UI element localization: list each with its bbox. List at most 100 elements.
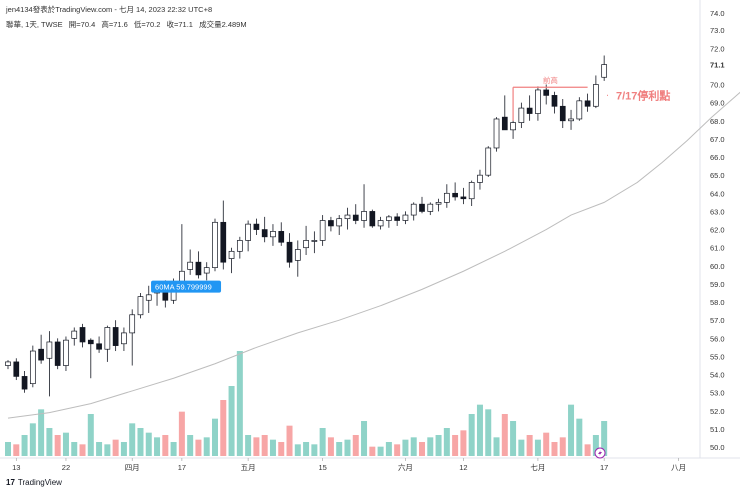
candle-body [510, 122, 516, 131]
volume-bar [319, 428, 326, 456]
volume-bar [162, 435, 169, 456]
y-tick-label: 65.0 [710, 171, 725, 180]
y-tick-label: 53.0 [710, 389, 725, 398]
candle-body [584, 100, 591, 107]
candle-body [452, 192, 458, 198]
y-tick-label: 74.0 [710, 9, 725, 18]
volume-bar [327, 437, 334, 456]
volume-bar [187, 435, 194, 456]
x-tick-label: 四月 [125, 463, 140, 472]
candle-body [435, 202, 442, 205]
candle-body [261, 229, 268, 238]
volume-bar [5, 442, 11, 456]
candle-body [195, 261, 202, 276]
candle-body [468, 182, 475, 200]
x-tick-label: 22 [62, 463, 70, 472]
volume-bar [178, 411, 185, 456]
volume-bar [13, 444, 20, 456]
candle-body [559, 105, 566, 122]
volume-bar [402, 439, 409, 456]
candle-body [535, 89, 541, 114]
candle-body [13, 361, 20, 377]
volume-bar [195, 439, 202, 456]
candle-body [104, 327, 111, 350]
candle-body [593, 84, 599, 107]
volume-bar [352, 435, 359, 456]
y-tick-label: 68.0 [710, 117, 725, 126]
candle-body [145, 294, 152, 301]
ma-line [7, 91, 740, 419]
y-tick-label: 54.0 [710, 371, 725, 380]
volume-bar [510, 421, 517, 456]
prior-high-label: 前高 [543, 75, 558, 85]
volume-bar [493, 437, 500, 456]
volume-bar [29, 423, 36, 456]
volume-bar [245, 435, 252, 456]
volume-bar [584, 444, 591, 456]
x-tick-label: 六月 [398, 462, 413, 472]
volume-bar [361, 421, 368, 456]
candle-body [402, 214, 409, 221]
y-tick-label: 58.0 [710, 298, 725, 307]
candle-body [386, 216, 392, 221]
candle-body [394, 216, 401, 221]
volume-bar [485, 409, 492, 456]
y-tick-label: 70.0 [710, 81, 725, 90]
lightning-glyph [598, 450, 603, 456]
candle-body [485, 147, 492, 176]
volume-bar [87, 414, 94, 456]
candle-body [344, 214, 351, 220]
x-tick-label: 五月 [241, 463, 256, 472]
volume-bar [559, 437, 566, 456]
symbol-label[interactable]: 聯華, 1天, TWSE [6, 20, 63, 29]
brand[interactable]: 17 TradingView [6, 478, 62, 487]
candle-body [501, 116, 508, 131]
x-tick-label: 13 [12, 463, 20, 472]
open-value: 開=70.4 [68, 20, 96, 29]
candle-body [377, 220, 384, 227]
y-tick-label: 66.0 [710, 153, 725, 162]
candle-body [228, 250, 235, 259]
candle-body [543, 89, 550, 96]
x-tick-label: 八月 [671, 463, 686, 472]
volume-bar [576, 418, 583, 456]
ma-badge-text: 60MA 59.799999 [155, 283, 212, 292]
y-tick-label: 67.0 [710, 135, 725, 144]
y-tick-label: 52.0 [710, 407, 725, 416]
brand-name: TradingView [17, 478, 62, 487]
low-value: 低=70.2 [133, 20, 161, 29]
volume-bar [592, 435, 599, 456]
candle-body [96, 343, 102, 350]
volume-bar [46, 428, 53, 456]
candle-body [112, 327, 119, 346]
volume-bar [410, 437, 417, 456]
volume-bar [344, 439, 351, 456]
candle-body [63, 339, 69, 366]
volume-bar [377, 446, 384, 456]
volume-bar [294, 444, 301, 456]
candle-body [493, 118, 500, 149]
close-value: 收=71.1 [166, 20, 193, 29]
last-price-label: 71.1 [710, 61, 725, 70]
y-tick-label: 72.0 [710, 44, 725, 53]
volume-bar [129, 423, 136, 456]
volume-bar [269, 439, 276, 456]
x-tick-label: 12 [459, 463, 467, 472]
candle-body [203, 267, 210, 274]
volume-bar [518, 439, 525, 456]
last-price-badge [704, 58, 736, 70]
volume-bar [452, 435, 459, 456]
volume-value: 成交量2.489M [199, 20, 247, 29]
candle-body [79, 327, 86, 343]
symbol-info: 聯華, 1天, TWSE 開=70.4 高=71.6 低=70.2 收=71.1… [6, 19, 251, 30]
volume-bar [71, 442, 78, 456]
volume-bar [228, 386, 235, 456]
candle-body [87, 339, 94, 345]
candle-body [278, 231, 285, 243]
x-tick-label: 15 [318, 463, 326, 472]
candle-body [328, 220, 334, 227]
stop-label: 7/17停利點 [616, 88, 670, 102]
high-value: 高=71.6 [101, 20, 128, 29]
candle-body [286, 241, 293, 263]
